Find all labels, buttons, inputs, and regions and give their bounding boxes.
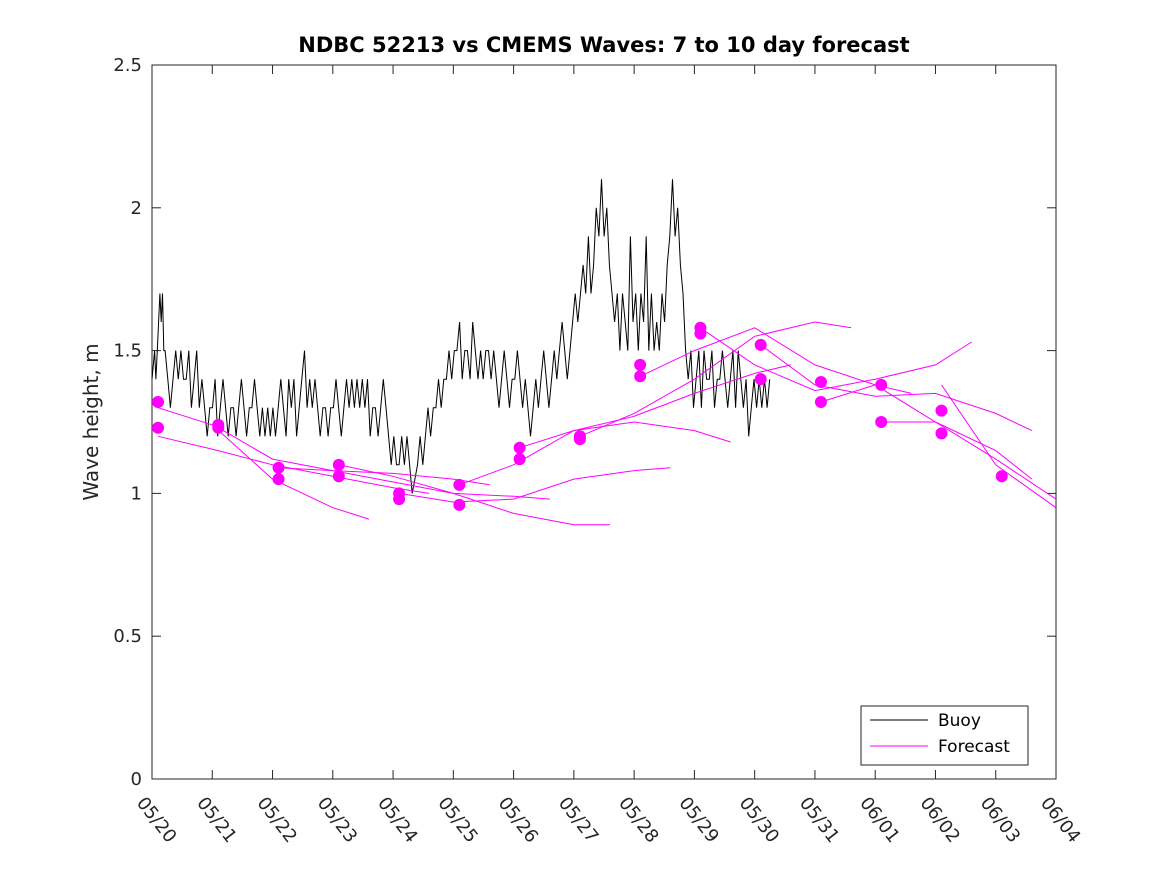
legend: Buoy Forecast	[860, 705, 1029, 766]
forecast-run-8	[579, 321, 852, 437]
y-tick-label: 1.5	[113, 341, 142, 362]
x-tick-label: 06/04	[1036, 793, 1084, 847]
forecast-marker	[995, 470, 1008, 483]
x-tick-label: 05/24	[373, 793, 421, 847]
y-tick-label: 0	[131, 769, 142, 790]
x-tick-label: 05/26	[494, 793, 542, 847]
forecast-marker	[875, 378, 888, 391]
chart-title: NDBC 52213 vs CMEMS Waves: 7 to 10 day f…	[298, 33, 909, 57]
forecast-marker	[152, 396, 165, 409]
forecast-run-5	[399, 467, 671, 503]
forecast-marker	[935, 427, 948, 440]
x-tick-label: 05/29	[674, 793, 722, 847]
x-tick-label: 05/28	[614, 793, 662, 847]
x-tick-label: 05/21	[192, 793, 240, 847]
forecast-marker	[935, 404, 948, 417]
forecast-marker	[453, 498, 466, 511]
forecast-marker	[814, 376, 827, 389]
forecast-marker	[152, 421, 165, 434]
x-tick-label: 06/02	[916, 793, 964, 847]
forecast-marker	[513, 453, 526, 466]
forecast-marker	[634, 370, 647, 383]
forecast-marker	[272, 461, 285, 474]
y-tick-label: 0.5	[113, 626, 142, 647]
y-tick-label: 1	[131, 483, 142, 504]
forecast-marker	[573, 433, 586, 446]
x-tick-label: 06/03	[976, 793, 1024, 847]
forecast-marker	[513, 441, 526, 454]
y-tick-label: 2.5	[113, 55, 142, 76]
forecast-marker	[393, 493, 406, 506]
forecast-marker	[634, 358, 647, 371]
forecast-run-11	[760, 344, 1033, 432]
forecast-marker	[212, 418, 225, 431]
plot-content	[151, 179, 1057, 526]
forecast-marker	[332, 458, 345, 471]
x-tick-label: 05/25	[433, 793, 481, 847]
legend-forecast-label: Forecast	[938, 737, 1010, 757]
y-axis-label: Wave height, m	[79, 343, 103, 500]
x-tick-label: 05/27	[554, 793, 602, 847]
forecast-run-14	[941, 384, 1057, 509]
forecast-marker	[332, 470, 345, 483]
forecast-run-13	[881, 421, 1057, 500]
forecast-marker	[272, 473, 285, 486]
forecast-marker	[694, 327, 707, 340]
x-tick-label: 06/01	[855, 793, 903, 847]
forecast-marker	[875, 416, 888, 428]
legend-box	[860, 705, 1029, 766]
x-tick-label: 05/20	[132, 793, 180, 847]
y-ticks: 0 0.5 1 1.5 2 2.5	[113, 55, 1056, 790]
forecast-marker	[814, 396, 827, 409]
x-tick-label: 05/23	[313, 793, 361, 847]
x-tick-label: 05/31	[795, 793, 843, 847]
forecast-run-7	[519, 364, 791, 449]
forecast-marker	[453, 478, 466, 491]
x-tick-label: 05/22	[253, 793, 301, 847]
forecast-marker	[754, 373, 767, 386]
forecast-run-0	[157, 407, 370, 520]
x-tick-label: 05/30	[735, 793, 783, 847]
forecast-run-10	[700, 327, 972, 392]
y-tick-label: 2	[131, 198, 142, 219]
buoy-line	[151, 179, 771, 494]
forecast-marker	[754, 338, 767, 351]
forecast-run-4	[338, 464, 610, 526]
legend-buoy-label: Buoy	[938, 711, 981, 731]
